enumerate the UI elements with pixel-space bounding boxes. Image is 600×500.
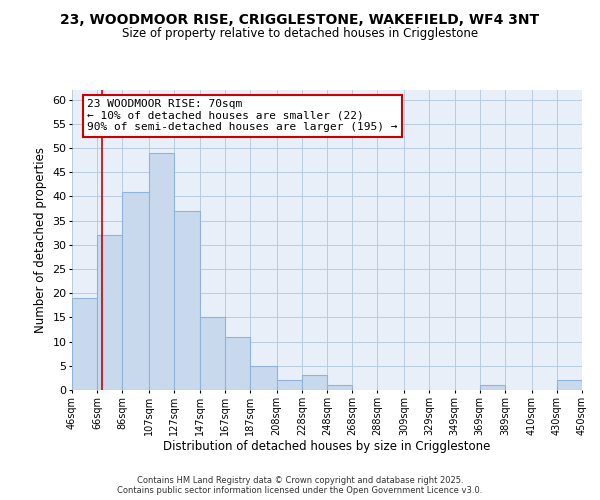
Y-axis label: Number of detached properties: Number of detached properties (34, 147, 47, 333)
Bar (97, 235, 122, 390)
Bar (174, 211, 199, 390)
Bar (480, 385, 505, 390)
Text: Contains HM Land Registry data © Crown copyright and database right 2025.
Contai: Contains HM Land Registry data © Crown c… (118, 476, 482, 495)
Bar (199, 318, 225, 390)
Text: 23 WOODMOOR RISE: 70sqm
← 10% of detached houses are smaller (22)
90% of semi-de: 23 WOODMOOR RISE: 70sqm ← 10% of detache… (88, 99, 398, 132)
Text: Size of property relative to detached houses in Crigglestone: Size of property relative to detached ho… (122, 28, 478, 40)
Bar (225, 337, 250, 390)
Bar (122, 192, 149, 390)
Bar (277, 380, 302, 390)
Bar (557, 380, 582, 390)
X-axis label: Distribution of detached houses by size in Crigglestone: Distribution of detached houses by size … (163, 440, 491, 454)
Text: 23, WOODMOOR RISE, CRIGGLESTONE, WAKEFIELD, WF4 3NT: 23, WOODMOOR RISE, CRIGGLESTONE, WAKEFIE… (61, 12, 539, 26)
Bar (302, 376, 327, 390)
Bar (72, 298, 97, 390)
Bar (250, 366, 277, 390)
Bar (327, 385, 352, 390)
Bar (149, 153, 174, 390)
